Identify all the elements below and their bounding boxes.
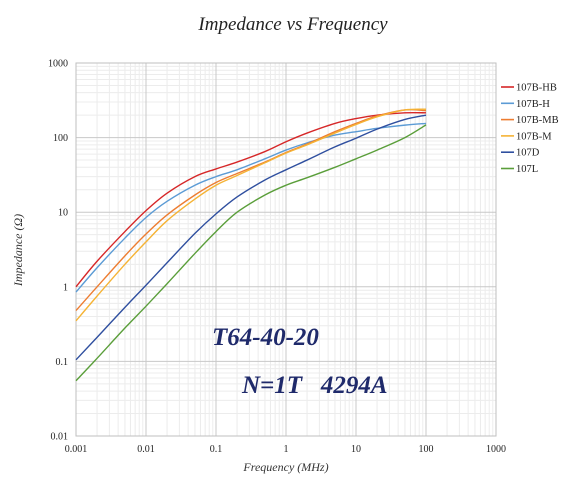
series-lines bbox=[75, 108, 427, 382]
y-tick-label: 100 bbox=[53, 133, 68, 144]
y-tick-label: 0.1 bbox=[56, 357, 69, 368]
x-axis-title: Frequency (MHz) bbox=[242, 460, 328, 474]
legend-item-107b-hb: 107B-HB bbox=[501, 83, 557, 94]
series-line-107b-m bbox=[75, 108, 427, 322]
x-axis-ticks: 0.001 0.01 0.1 1 10 100 1000 bbox=[65, 444, 506, 455]
x-tick-label: 100 bbox=[419, 444, 434, 455]
x-tick-label: 0.001 bbox=[65, 444, 88, 455]
legend-item-107b-m: 107B-M bbox=[501, 131, 552, 142]
legend-item-107b-h: 107B-H bbox=[501, 99, 550, 110]
legend-item-107d: 107D bbox=[501, 148, 540, 159]
chart-title: Impedance vs Frequency bbox=[197, 14, 388, 35]
legend-label: 107B-MB bbox=[516, 115, 559, 126]
legend-label: 107B-HB bbox=[516, 83, 557, 94]
x-tick-label: 1 bbox=[284, 444, 289, 455]
series-line-107b-hb bbox=[75, 111, 427, 288]
annotation-core: T64-40-20 bbox=[212, 324, 319, 351]
x-tick-label: 0.01 bbox=[137, 444, 155, 455]
series-line-107b-mb bbox=[75, 108, 427, 312]
legend-item-107l: 107L bbox=[501, 164, 538, 175]
y-tick-label: 10 bbox=[58, 208, 68, 219]
series-line-107l bbox=[75, 124, 427, 382]
legend-label: 107D bbox=[516, 148, 540, 159]
x-tick-label: 0.1 bbox=[210, 444, 223, 455]
y-tick-label: 0.01 bbox=[51, 432, 69, 443]
plot-frame bbox=[75, 62, 497, 437]
y-tick-label: 1 bbox=[63, 282, 68, 293]
series-line-107d bbox=[75, 114, 427, 361]
x-tick-label: 10 bbox=[351, 444, 361, 455]
legend-label: 107B-M bbox=[516, 131, 552, 142]
legend-label: 107L bbox=[516, 164, 538, 175]
annotation-setup: N=1T 4294A bbox=[241, 372, 388, 399]
legend-label: 107B-H bbox=[516, 99, 550, 110]
legend-item-107b-mb: 107B-MB bbox=[501, 115, 559, 126]
x-tick-label: 1000 bbox=[486, 444, 506, 455]
y-axis-ticks: 0.01 0.1 1 10 100 1000 bbox=[48, 59, 68, 443]
y-axis-title: Impedance (Ω) bbox=[11, 214, 25, 287]
series-line-107b-h bbox=[75, 122, 427, 293]
legend: 107B-HB 107B-H 107B-MB 107B-M 107D 107L bbox=[501, 83, 559, 175]
y-tick-label: 1000 bbox=[48, 59, 68, 70]
